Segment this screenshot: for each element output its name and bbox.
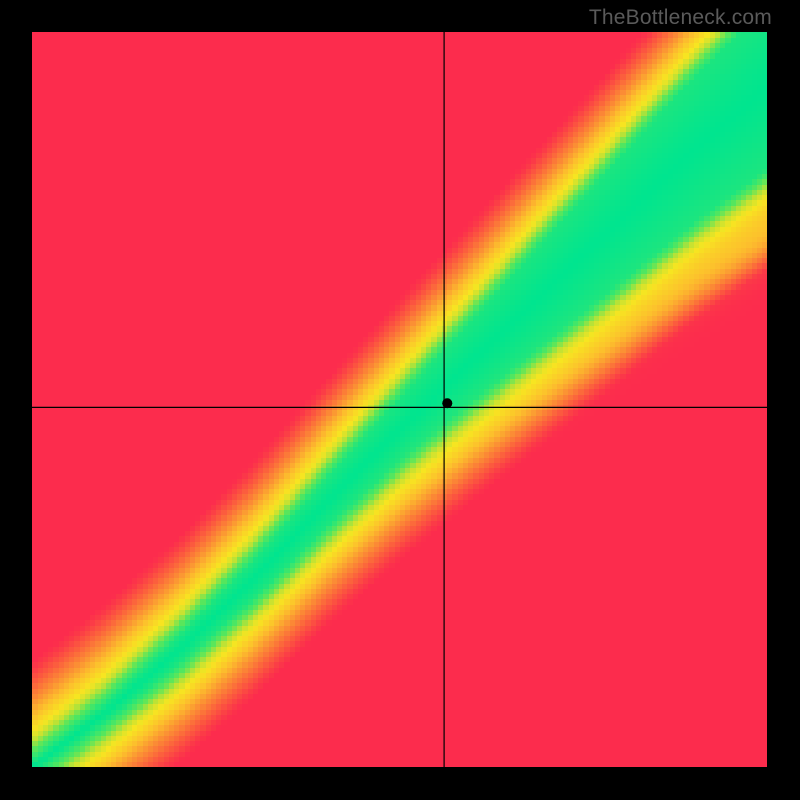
watermark-text: TheBottleneck.com [589, 6, 772, 30]
bottleneck-heatmap [32, 32, 767, 767]
chart-container: TheBottleneck.com [0, 0, 800, 800]
